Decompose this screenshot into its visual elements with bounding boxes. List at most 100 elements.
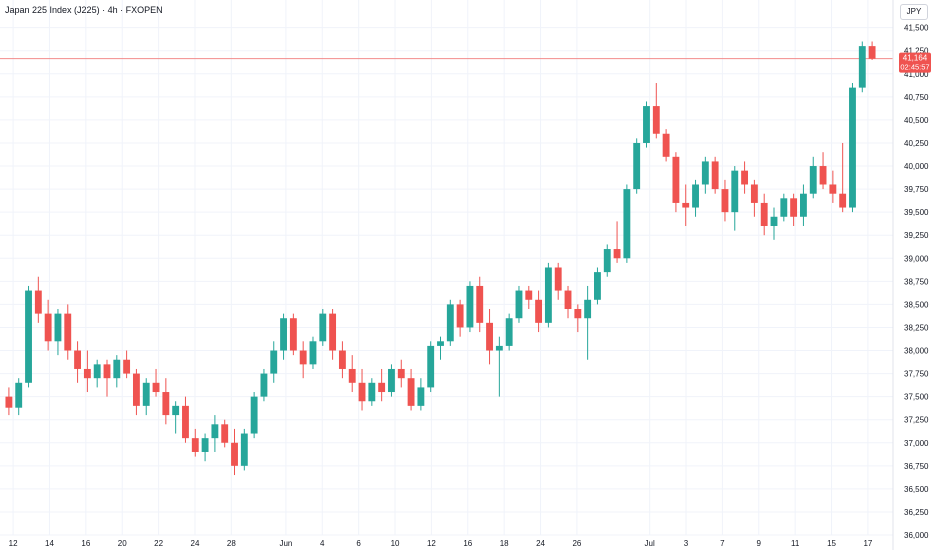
candle-body: [829, 184, 837, 194]
price-tick-label: 36,750: [904, 462, 929, 471]
candle-body: [839, 193, 847, 208]
currency-button[interactable]: JPY: [900, 4, 928, 20]
time-tick-label: 26: [572, 539, 581, 548]
candle-body: [211, 424, 219, 439]
candle-body: [701, 161, 709, 185]
candle-body: [858, 46, 866, 88]
last-price-badge: 41,164 02:45:57: [899, 52, 931, 73]
candle-body: [231, 442, 238, 466]
candle-body: [525, 290, 533, 300]
time-tick-label: 28: [227, 539, 236, 548]
price-axis[interactable]: 36,000 36,250 36,500 36,750 37,000 37,250 37,5…: [904, 24, 929, 540]
candle-body: [849, 87, 856, 208]
candle-body: [152, 382, 160, 393]
time-tick-label: 20: [118, 539, 127, 548]
candle-body: [584, 299, 592, 319]
time-tick-label: 24: [536, 539, 545, 548]
time-tick-label: 6: [356, 539, 361, 548]
candle-body: [535, 299, 543, 323]
time-tick-label: 12: [9, 539, 18, 548]
last-price-label: 41,164: [903, 54, 928, 63]
time-tick-label: 15: [827, 539, 836, 548]
candle-body: [799, 193, 807, 217]
candle-body: [93, 364, 101, 379]
time-tick-label: 16: [81, 539, 90, 548]
candle-body: [378, 382, 386, 393]
candle-body: [652, 106, 660, 134]
time-tick-label: 14: [45, 539, 54, 548]
price-tick-label: 40,500: [904, 116, 929, 125]
time-tick-label: 12: [427, 539, 436, 548]
candle-body: [672, 156, 680, 203]
candle-series: [5, 41, 876, 476]
candle-body: [770, 216, 778, 226]
price-tick-label: 36,250: [904, 508, 929, 517]
candle-body: [819, 166, 827, 185]
price-tick-label: 37,500: [904, 393, 929, 402]
candle-body: [466, 285, 474, 328]
price-tick-label: 37,250: [904, 416, 929, 425]
candle-body: [162, 392, 170, 416]
candle-body: [5, 396, 13, 408]
price-tick-label: 40,000: [904, 162, 929, 171]
candle-body: [407, 378, 415, 406]
price-tick-label: 39,000: [904, 254, 929, 263]
candle-body: [486, 322, 493, 351]
candle-body: [417, 387, 425, 406]
candle-body: [868, 46, 876, 59]
candle-body: [643, 106, 650, 143]
candle-body: [456, 304, 464, 328]
candle-body: [780, 198, 788, 217]
time-tick-label: 16: [463, 539, 472, 548]
candle-body: [329, 313, 337, 351]
time-tick-label: 4: [320, 539, 325, 548]
candle-body: [142, 382, 150, 406]
candle-body: [437, 341, 444, 346]
chart-grid: [0, 0, 893, 536]
time-tick-label: 24: [191, 539, 200, 548]
candle-body: [15, 382, 23, 408]
candle-body: [397, 368, 405, 379]
candle-body: [132, 373, 140, 406]
candle-body: [338, 350, 346, 369]
candle-body: [603, 249, 611, 273]
time-tick-label: 18: [500, 539, 509, 548]
candle-body: [564, 290, 572, 310]
price-tick-label: 37,750: [904, 370, 929, 379]
candle-body: [289, 318, 297, 351]
candle-body: [191, 438, 199, 452]
candle-body: [368, 382, 376, 402]
candle-body: [574, 309, 582, 319]
candle-body: [240, 433, 248, 466]
candle-body: [25, 290, 32, 383]
bar-countdown-label: 02:45:57: [900, 63, 929, 72]
candle-body: [123, 359, 131, 374]
candle-body: [750, 184, 758, 203]
candle-body: [103, 364, 111, 379]
candle-body: [44, 313, 52, 342]
time-axis[interactable]: 12 14 16 20 22 24 28 Jun 4 6 10 12 16 18 24 26 Jul 3 7 9 11 1…: [9, 539, 873, 548]
candle-body: [348, 368, 356, 383]
price-tick-label: 40,750: [904, 93, 929, 102]
candle-body: [515, 290, 523, 319]
price-tick-label: 41,250: [904, 47, 929, 56]
candle-body: [358, 382, 366, 402]
candle-body: [613, 249, 621, 259]
candle-body: [250, 396, 258, 434]
price-tick-label: 39,250: [904, 231, 929, 240]
candle-body: [505, 318, 513, 346]
candle-body: [662, 133, 670, 157]
candle-body: [809, 166, 817, 194]
candle-body: [74, 350, 82, 369]
price-tick-label: 41,000: [904, 70, 929, 79]
candle-body: [280, 318, 287, 351]
candle-body: [682, 202, 690, 208]
price-tick-label: 37,000: [904, 439, 929, 448]
candle-body: [182, 405, 189, 439]
last-price-badge-bg: [899, 52, 931, 73]
candle-body: [633, 142, 641, 190]
candle-body: [721, 189, 729, 213]
price-tick-label: 38,500: [904, 300, 929, 309]
candle-body: [34, 290, 42, 314]
